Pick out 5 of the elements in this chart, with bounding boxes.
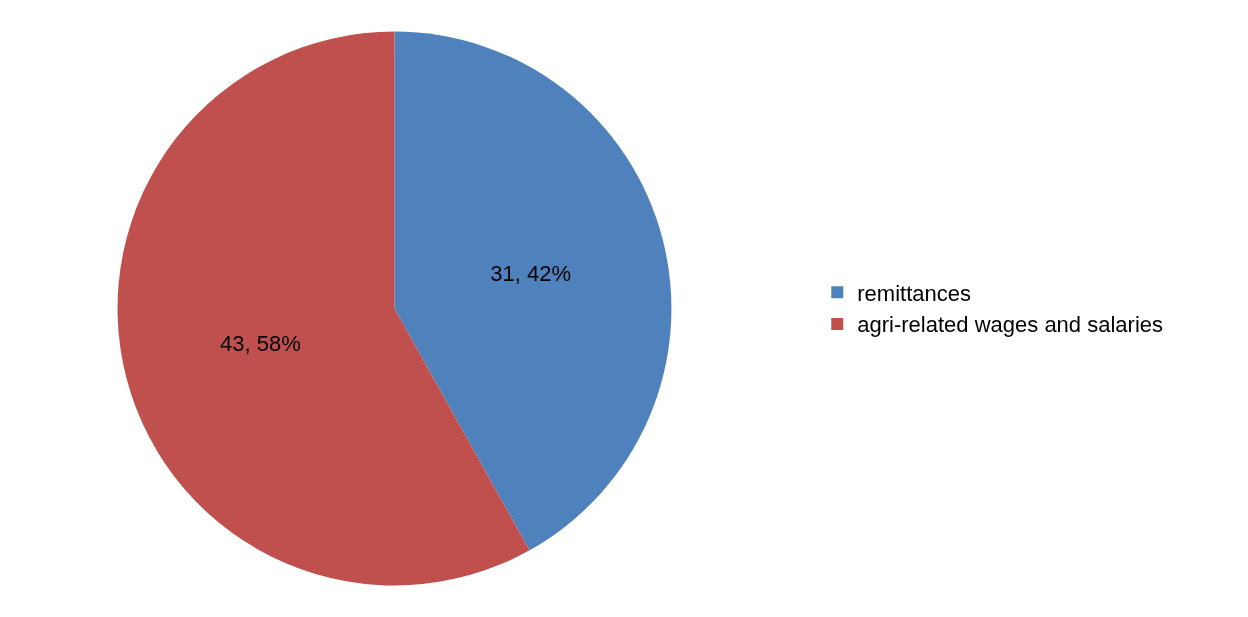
data-label: 31, 42% <box>490 260 572 286</box>
legend-label: agri-related wages and salaries <box>857 312 1164 338</box>
pie-slice <box>394 31 671 551</box>
legend-label: remittances <box>857 280 971 306</box>
data-label: 43, 58% <box>220 330 301 356</box>
